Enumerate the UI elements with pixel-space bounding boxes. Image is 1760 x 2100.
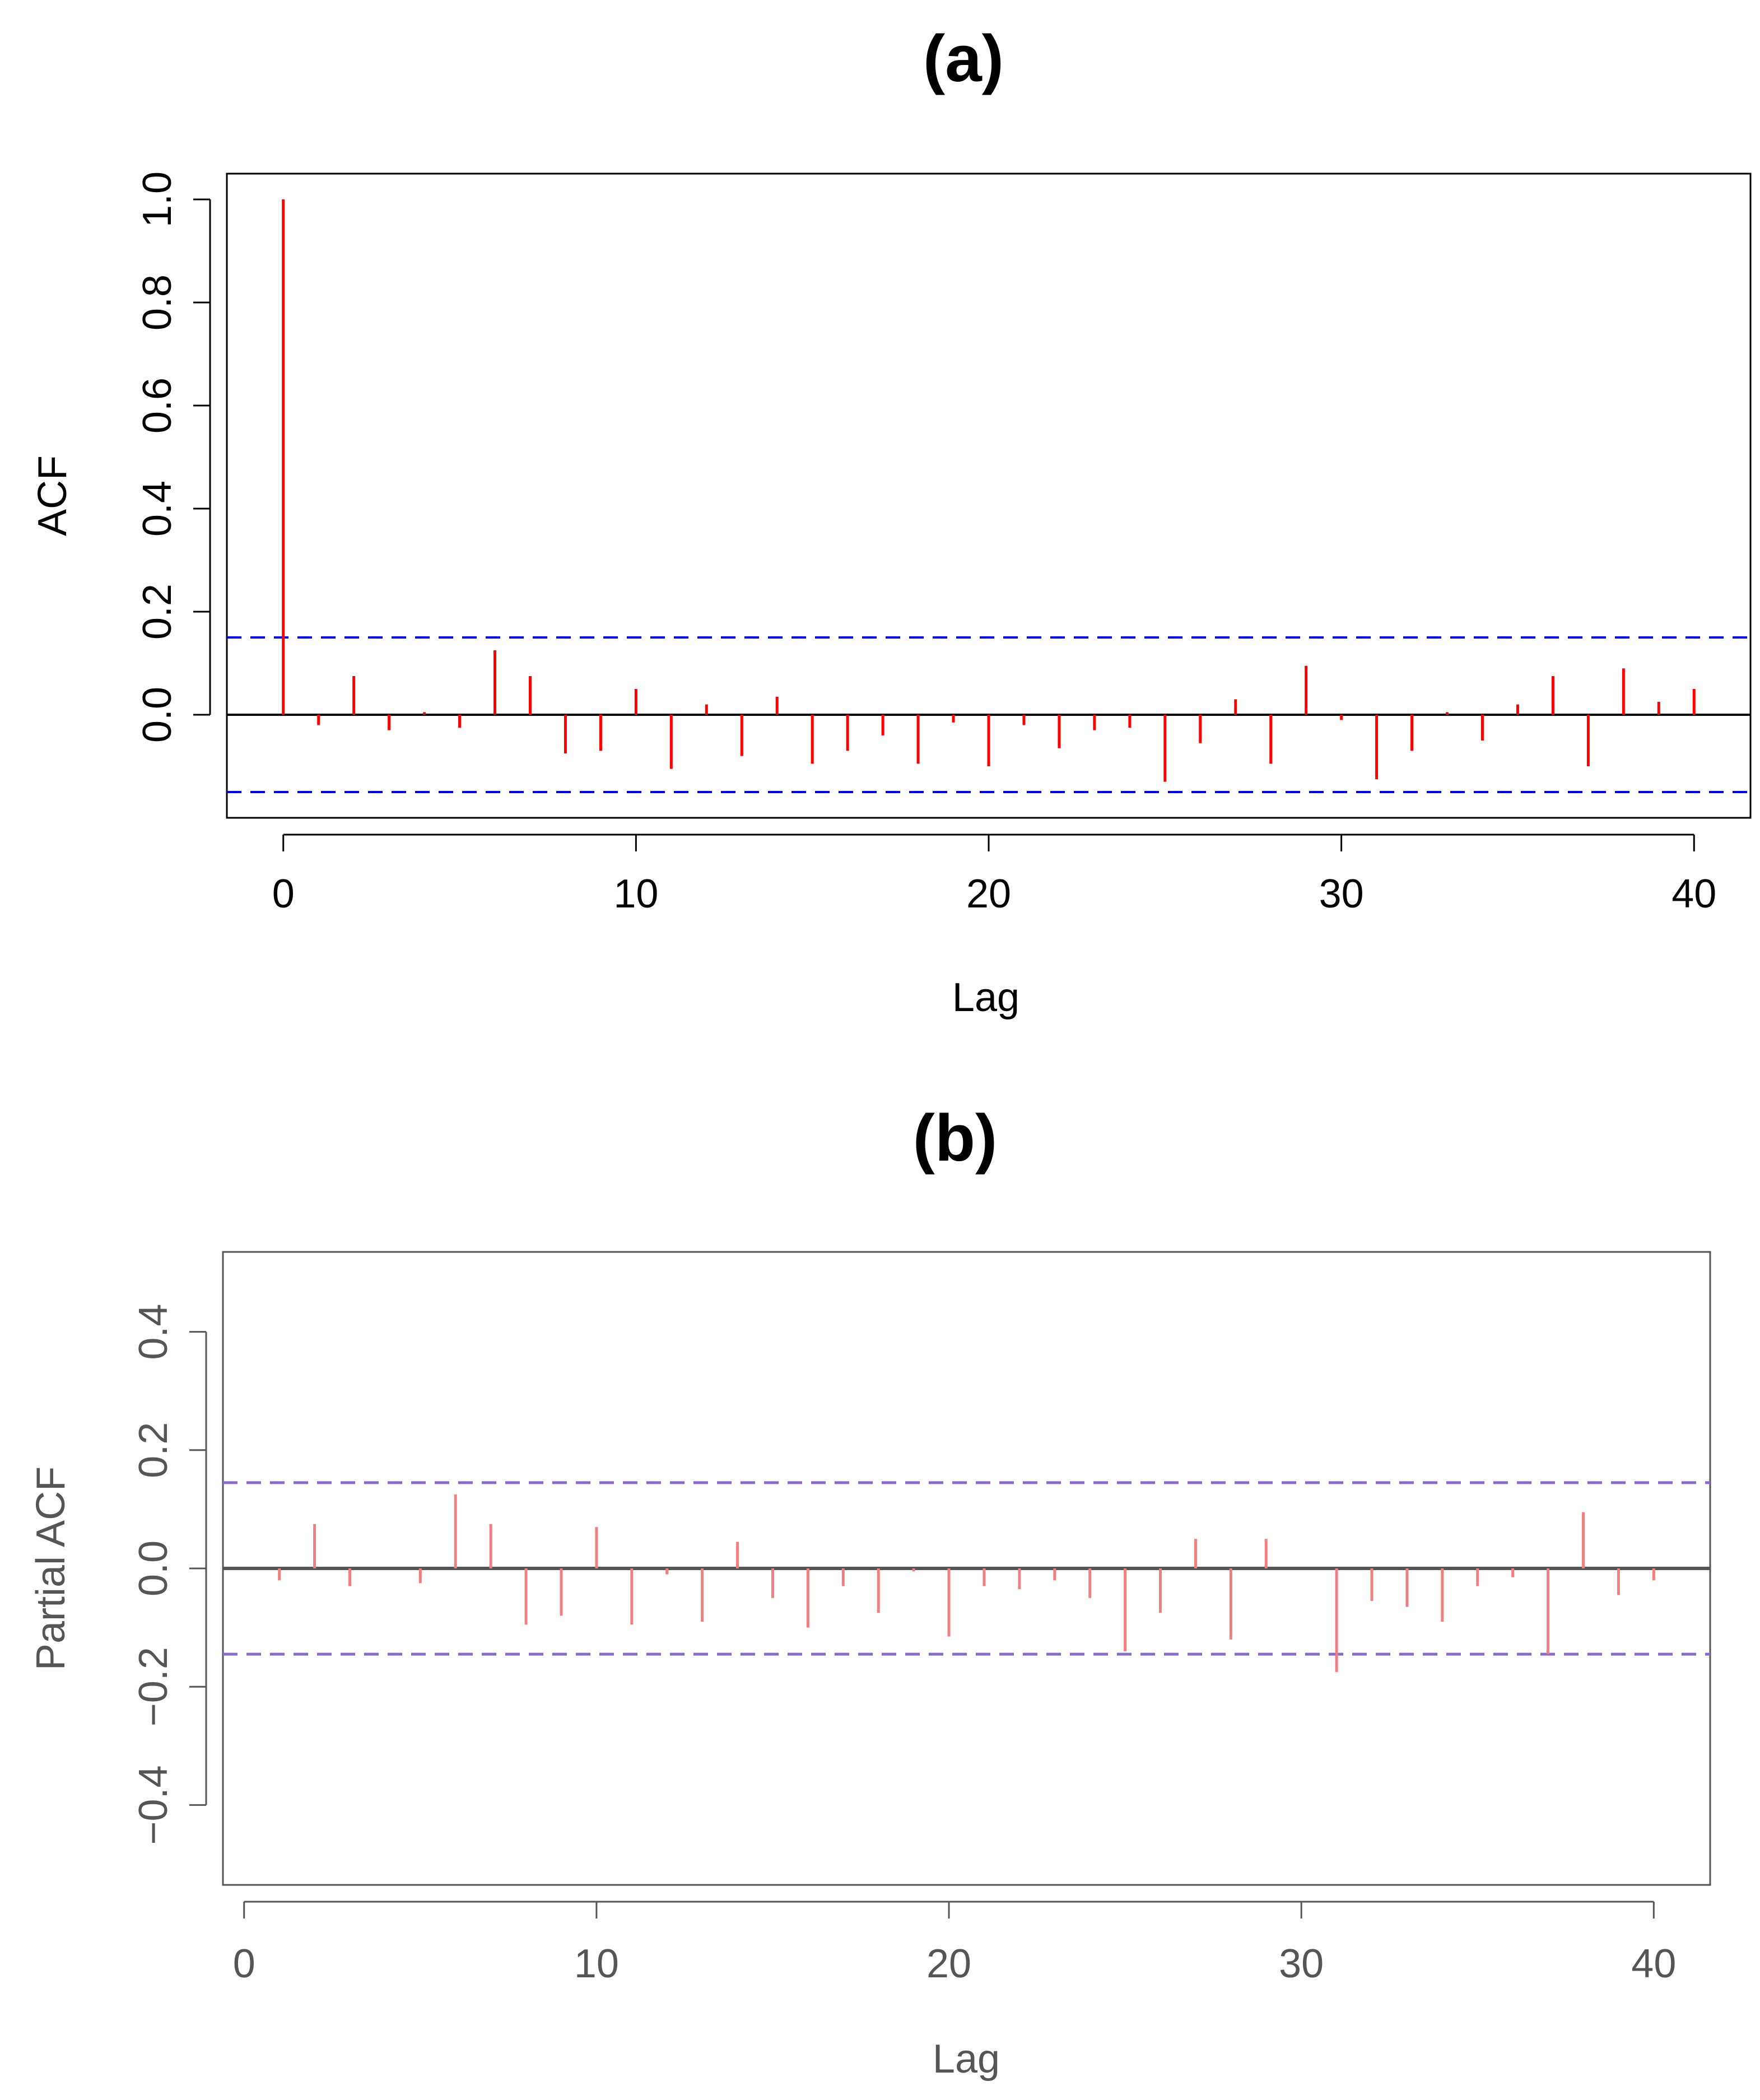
pacf-y-tick-label: −0.2 [131,1647,176,1726]
pacf-y-tick-label: 0.0 [131,1540,176,1596]
pacf-x-axis-label: Lag [933,2037,1000,2082]
pacf-y-tick-label: 0.2 [131,1422,176,1478]
acf-y-tick-label: 0.8 [135,274,180,330]
panel-b-title: (b) [913,1101,998,1175]
acf-y-tick-label: 0.0 [135,687,180,743]
pacf-x-tick-label: 20 [926,1941,971,1986]
acf-x-tick-label: 40 [1671,872,1716,916]
pacf-x-tick-label: 40 [1631,1941,1676,1986]
pacf-y-tick-label: −0.4 [131,1765,176,1845]
acf-x-tick-label: 20 [966,872,1011,916]
pacf-panel: (b) 0 10 20 30 40 −0.4 −0.2 0.0 0.2 0.4 Lag Part… [29,1101,1711,2082]
acf-x-axis-label: Lag [952,975,1019,1020]
acf-plot-frame [226,173,1752,819]
acf-x-tick-label: 10 [613,872,658,916]
acf-y-axis-label: ACF [30,455,75,536]
pacf-x-tick-label: 10 [574,1941,619,1986]
pacf-x-tick-label: 0 [233,1941,255,1986]
acf-y-tick-label: 0.6 [135,378,180,434]
acf-panel: (a) 0 10 20 30 40 0.0 0.2 0.4 0.6 0.8 1.0 Lag ACF [30,22,1752,1020]
acf-x-tick-label: 30 [1319,872,1364,916]
pacf-y-tick-label: 0.4 [131,1304,176,1360]
acf-y-tick-label: 0.4 [135,481,180,537]
panel-a-title: (a) [923,22,1004,96]
acf-y-tick-label: 0.2 [135,584,180,640]
pacf-y-axis-label: Partial ACF [29,1466,73,1670]
acf-x-tick-label: 0 [272,872,295,916]
acf-y-tick-label: 1.0 [135,171,180,227]
pacf-x-tick-label: 30 [1279,1941,1324,1986]
